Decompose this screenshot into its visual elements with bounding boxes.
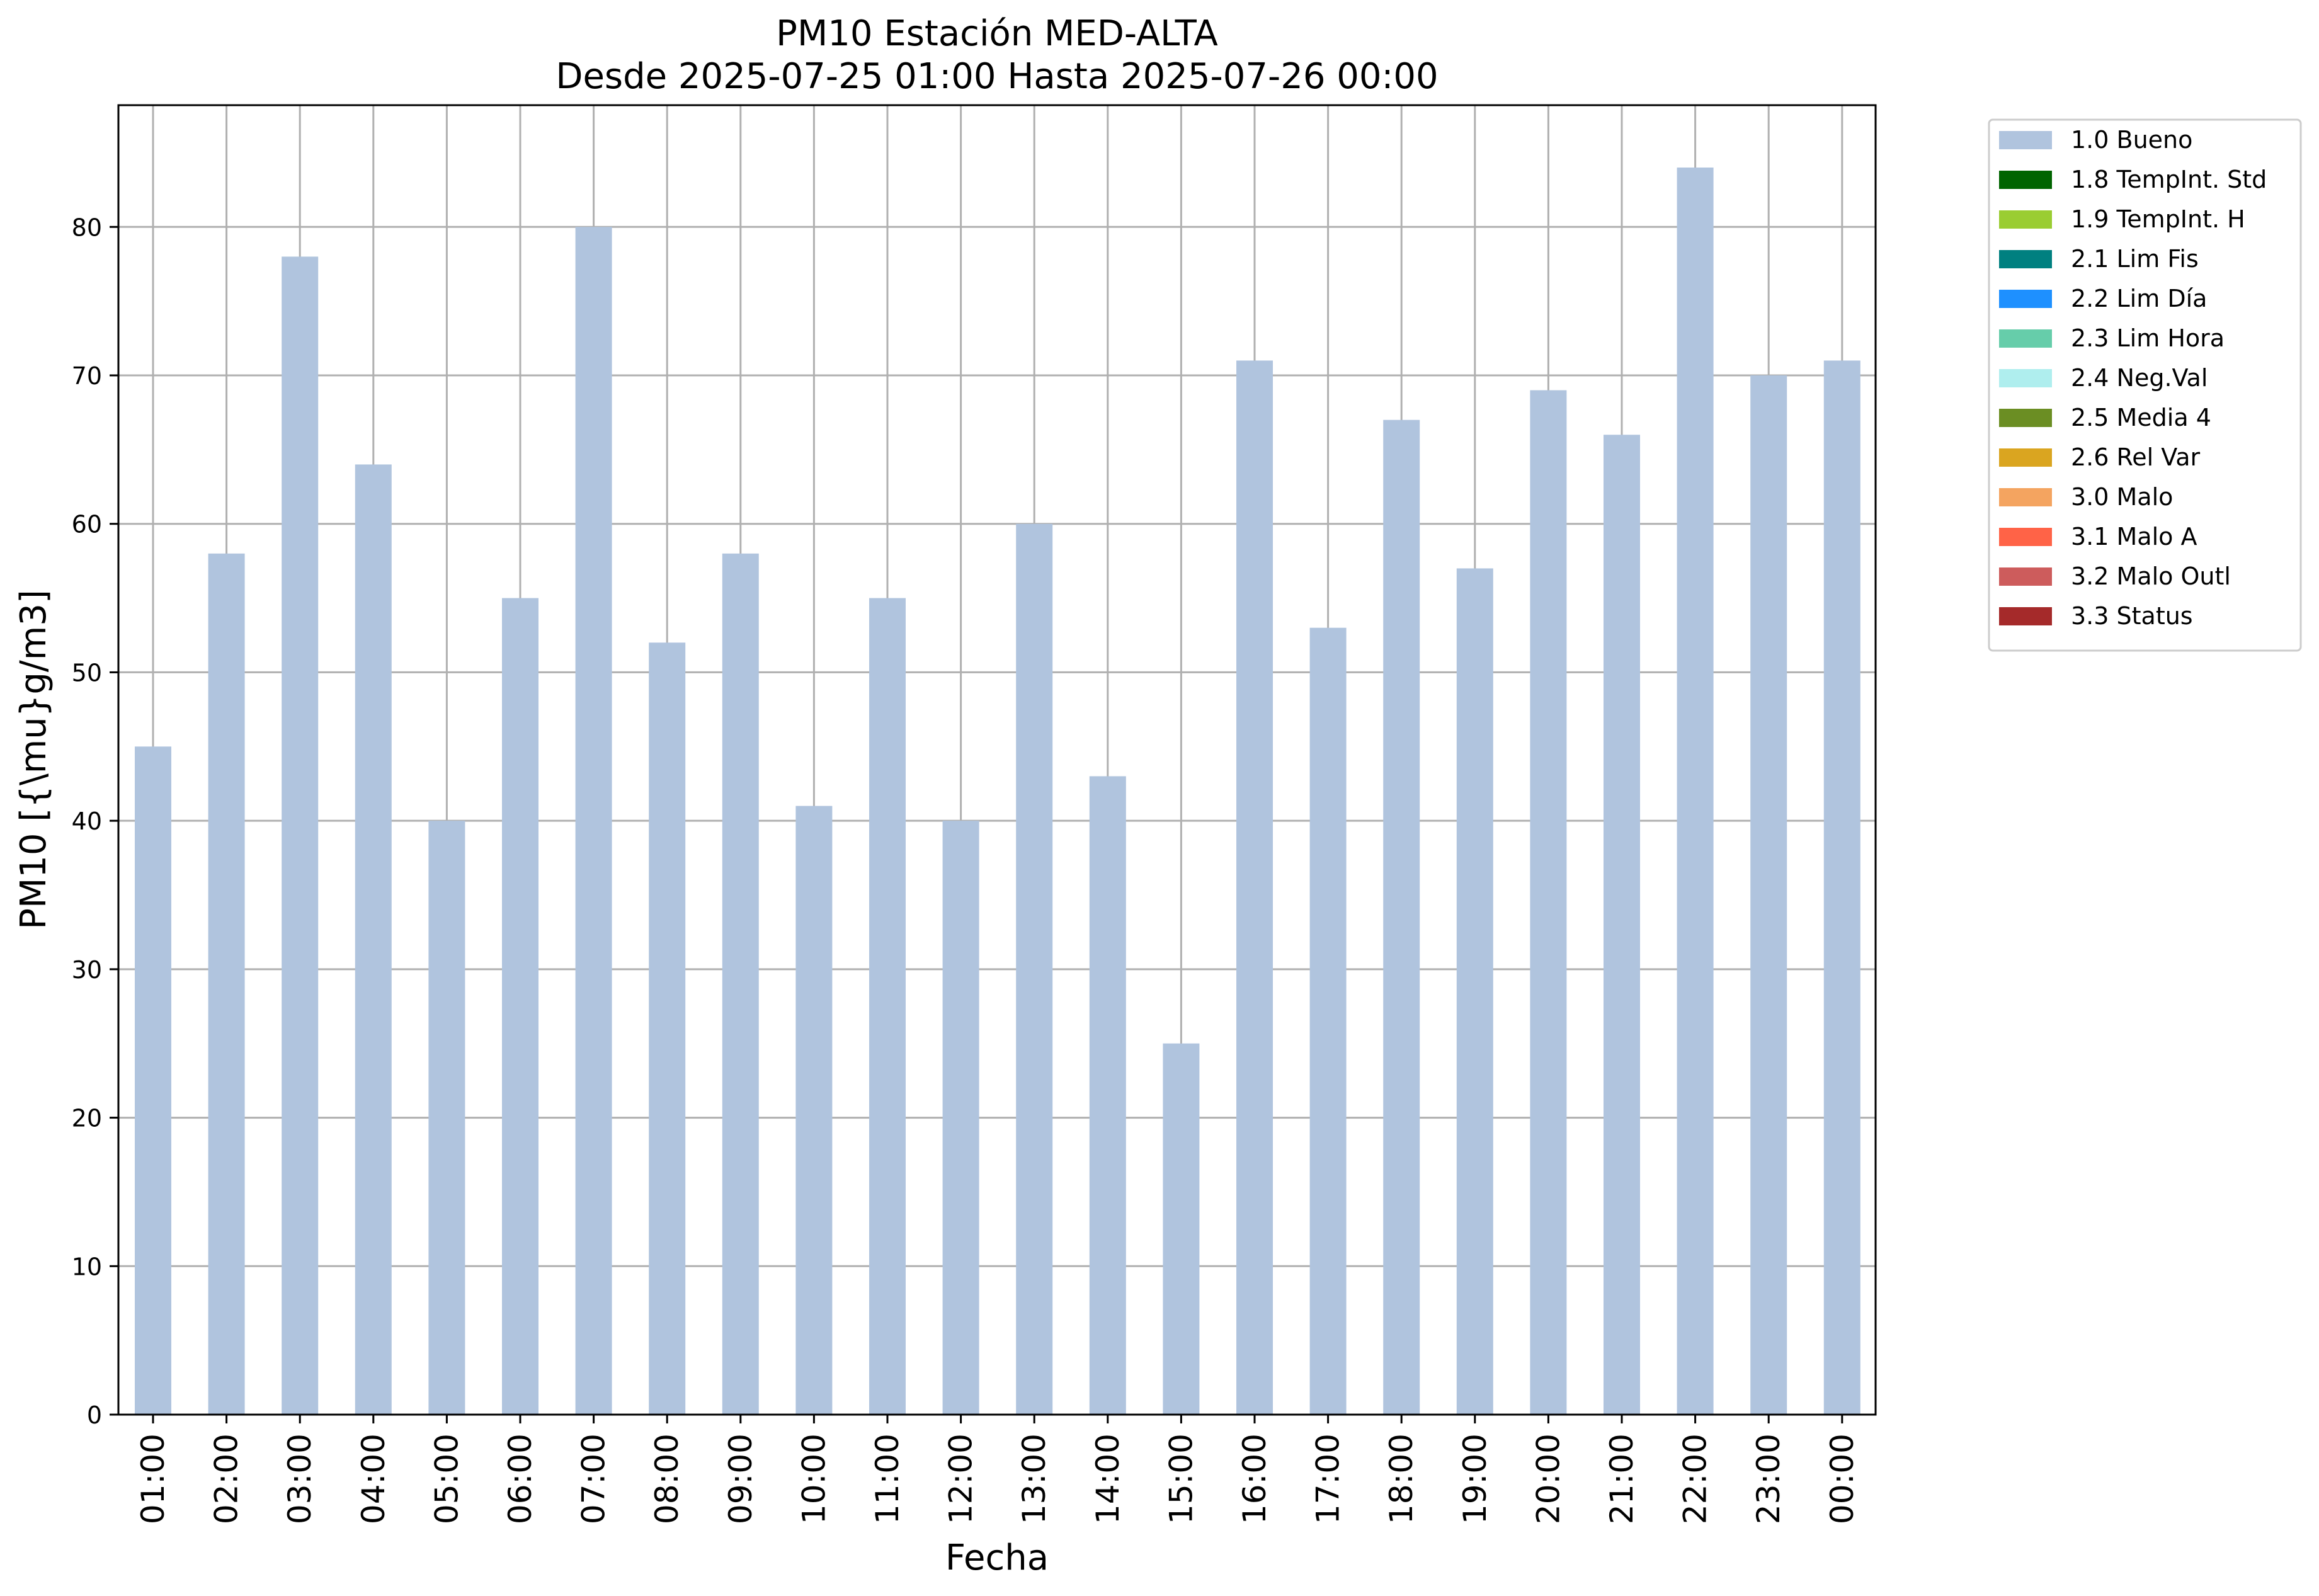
legend-label-3-0: 3.0 Malo: [2071, 483, 2173, 511]
y-tick-label-20: 20: [72, 1105, 102, 1132]
bar-1000: [795, 806, 833, 1415]
bar-0600: [502, 598, 538, 1415]
y-axis-ticks: 0 10 20 30 40 50 60 70 80: [72, 214, 118, 1429]
bar-1900: [1456, 568, 1493, 1415]
bar-1800: [1383, 419, 1420, 1415]
bar-1400: [1089, 776, 1126, 1415]
bar-0700: [575, 227, 612, 1415]
legend-label-3-1: 3.1 Malo A: [2071, 523, 2197, 550]
x-tick-label-1300: 13:00: [1016, 1434, 1052, 1524]
x-tick-label-2000: 20:00: [1530, 1434, 1566, 1524]
bar-1700: [1309, 627, 1347, 1415]
legend-box: [1988, 118, 2302, 652]
legend-label-2-2: 2.2 Lim Día: [2071, 285, 2207, 312]
x-tick-label-0000: 00:00: [1824, 1434, 1860, 1524]
bar-2000: [1530, 390, 1567, 1415]
x-tick-label-0800: 08:00: [649, 1434, 685, 1524]
bar-2100: [1604, 435, 1640, 1415]
x-tick-label-1600: 16:00: [1236, 1434, 1273, 1524]
y-tick-label-30: 30: [72, 956, 102, 984]
x-tick-label-0600: 06:00: [502, 1434, 538, 1524]
bar-1600: [1236, 360, 1273, 1415]
x-tick-label-1400: 14:00: [1090, 1434, 1126, 1524]
x-tick-label-2300: 23:00: [1750, 1434, 1787, 1524]
legend-swatch-3-3: [1999, 607, 2052, 625]
x-tick-label-1500: 15:00: [1163, 1434, 1199, 1524]
x-tick-label-0900: 09:00: [722, 1434, 759, 1524]
y-tick-label-0: 0: [87, 1401, 102, 1429]
x-tick-label-0400: 04:00: [355, 1434, 392, 1524]
x-tick-label-1200: 12:00: [943, 1434, 979, 1524]
bar-series: [135, 168, 1860, 1415]
legend-swatch-2-1: [1999, 250, 2052, 268]
legend-swatch-3-2: [1999, 567, 2052, 586]
bar-0800: [649, 642, 686, 1415]
legend-label-3-2: 3.2 Malo Outl: [2071, 562, 2231, 590]
bar-0500: [428, 821, 465, 1415]
bar-0900: [722, 553, 759, 1415]
legend-label-1-0: 1.0 Bueno: [2071, 126, 2192, 154]
x-tick-label-1100: 11:00: [869, 1434, 906, 1524]
bar-0200: [208, 553, 245, 1415]
x-tick-label-1700: 17:00: [1310, 1434, 1347, 1524]
x-tick-label-1900: 19:00: [1457, 1434, 1493, 1524]
bar-1100: [869, 598, 906, 1415]
bar-1500: [1163, 1043, 1200, 1415]
legend-swatch-2-5: [1999, 409, 2052, 427]
legend: 1.0 Bueno 1.8 TempInt. Std 1.9 TempInt. H 2…: [1988, 118, 2302, 652]
legend-swatch-2-2: [1999, 290, 2052, 308]
x-tick-label-0200: 02:00: [208, 1434, 245, 1524]
legend-label-1-9: 1.9 TempInt. H: [2071, 205, 2245, 233]
legend-label-2-6: 2.6 Rel Var: [2071, 443, 2201, 471]
bar-2200: [1677, 168, 1714, 1415]
y-tick-label-80: 80: [72, 214, 102, 241]
legend-label-2-1: 2.1 Lim Fis: [2071, 245, 2199, 273]
legend-swatch-1-9: [1999, 210, 2052, 229]
legend-label-1-8: 1.8 TempInt. Std: [2071, 166, 2267, 193]
legend-swatch-1-0: [1999, 131, 2052, 149]
legend-swatch-1-8: [1999, 171, 2052, 189]
x-axis-ticks: 01:00 02:00 03:00 04:00 05:00 06:00 07:00 08:00…: [135, 1415, 1860, 1524]
x-tick-label-0500: 05:00: [428, 1434, 465, 1524]
y-tick-label-40: 40: [72, 807, 102, 835]
y-tick-label-50: 50: [72, 659, 102, 687]
chart-subtitle: Desde 2025-07-25 01:00 Hasta 2025-07-26 …: [556, 56, 1438, 97]
bar-0000: [1823, 360, 1860, 1415]
x-axis-label: Fecha: [945, 1537, 1049, 1578]
x-tick-label-0300: 03:00: [282, 1434, 318, 1524]
legend-swatch-3-0: [1999, 488, 2052, 506]
x-tick-label-2100: 21:00: [1604, 1434, 1640, 1524]
bar-0300: [282, 256, 319, 1415]
chart-title: PM10 Estación MED-ALTA: [776, 13, 1218, 54]
x-tick-label-0700: 07:00: [576, 1434, 612, 1524]
bar-1300: [1016, 523, 1053, 1415]
legend-swatch-2-3: [1999, 329, 2052, 348]
x-tick-label-1800: 18:00: [1383, 1434, 1420, 1524]
legend-swatch-2-6: [1999, 448, 2052, 467]
x-tick-label-2200: 22:00: [1677, 1434, 1714, 1524]
y-tick-label-60: 60: [72, 511, 102, 539]
bar-0400: [355, 464, 392, 1415]
plot-frame: [117, 104, 1877, 1416]
x-tick-label-0100: 01:00: [135, 1434, 171, 1524]
legend-swatch-2-4: [1999, 369, 2052, 387]
legend-label-2-5: 2.5 Media 4: [2071, 404, 2211, 431]
legend-label-2-3: 2.3 Lim Hora: [2071, 324, 2225, 352]
y-tick-label-70: 70: [72, 362, 102, 390]
legend-label-3-3: 3.3 Status: [2071, 602, 2193, 630]
x-tick-label-1000: 10:00: [795, 1434, 832, 1524]
bar-1200: [942, 821, 979, 1415]
bar-0100: [135, 746, 171, 1415]
y-tick-label-10: 10: [72, 1253, 102, 1280]
y-axis-label: PM10 [{\mu}g/m3]: [13, 590, 54, 930]
legend-label-2-4: 2.4 Neg.Val: [2071, 364, 2208, 392]
bar-2300: [1750, 375, 1787, 1415]
legend-swatch-3-1: [1999, 528, 2052, 546]
